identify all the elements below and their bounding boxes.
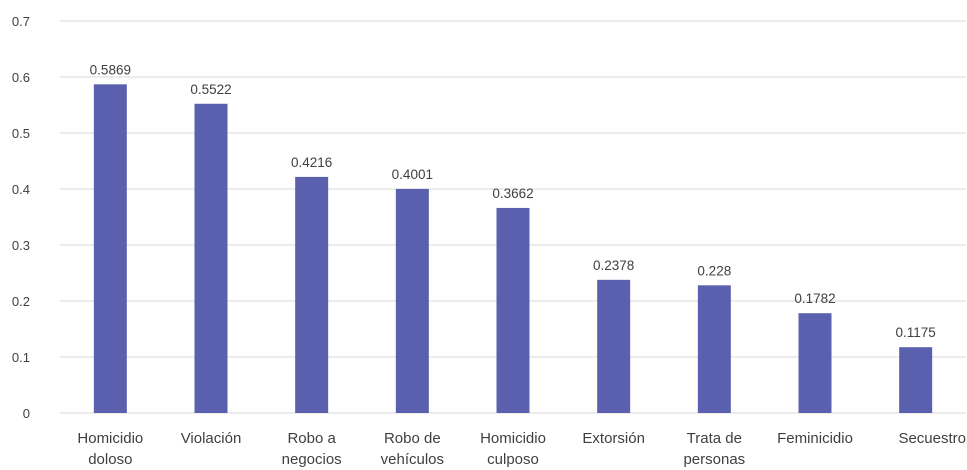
category-label: culposo xyxy=(487,451,539,468)
y-tick-label: 0 xyxy=(23,406,30,421)
data-label: 0.228 xyxy=(697,263,731,278)
bar xyxy=(93,84,127,413)
category-label: Robo de xyxy=(384,430,441,447)
data-label: 0.3662 xyxy=(492,186,533,201)
bar xyxy=(697,285,731,413)
data-label: 0.1782 xyxy=(794,291,835,306)
category-label: Homicidio xyxy=(480,430,546,447)
y-tick-label: 0.1 xyxy=(12,350,30,365)
y-tick-label: 0.2 xyxy=(12,294,30,309)
bar xyxy=(395,188,429,413)
category-label: Violación xyxy=(181,430,242,447)
y-tick-label: 0.4 xyxy=(12,182,30,197)
y-axis-ticks: 0 0.1 0.2 0.3 0.4 0.5 0.6 0.7 xyxy=(12,14,30,421)
data-label: 0.4216 xyxy=(291,155,332,170)
category-label: Homicidio xyxy=(77,430,143,447)
bar xyxy=(798,313,832,413)
data-label: 0.2378 xyxy=(593,258,634,273)
y-tick-label: 0.7 xyxy=(12,14,30,29)
category-label: vehículos xyxy=(381,451,444,468)
bar xyxy=(899,347,933,413)
y-tick-label: 0.3 xyxy=(12,238,30,253)
data-label: 0.4001 xyxy=(392,167,433,182)
category-label: personas xyxy=(683,451,745,468)
category-label: negocios xyxy=(282,451,342,468)
category-label: Secuestro xyxy=(898,430,966,447)
category-label: Trata de xyxy=(687,430,742,447)
data-label: 0.5522 xyxy=(190,82,231,97)
y-tick-label: 0.6 xyxy=(12,70,30,85)
x-axis-categories: Homicidio doloso Violación Robo a negocios Ro… xyxy=(77,430,966,468)
bar xyxy=(496,207,530,413)
bar xyxy=(295,176,329,413)
category-label: Robo a xyxy=(287,430,336,447)
y-tick-label: 0.5 xyxy=(12,126,30,141)
category-label: doloso xyxy=(88,451,132,468)
category-label: Extorsión xyxy=(582,430,645,447)
bar xyxy=(194,103,228,413)
bars xyxy=(93,84,933,413)
data-label: 0.1175 xyxy=(896,325,936,340)
bar xyxy=(597,279,631,413)
category-label: Feminicidio xyxy=(777,430,853,447)
data-label: 0.5869 xyxy=(90,62,131,77)
data-labels: 0.5869 0.5522 0.4216 0.4001 0.3662 0.2378 0.22… xyxy=(90,62,936,340)
